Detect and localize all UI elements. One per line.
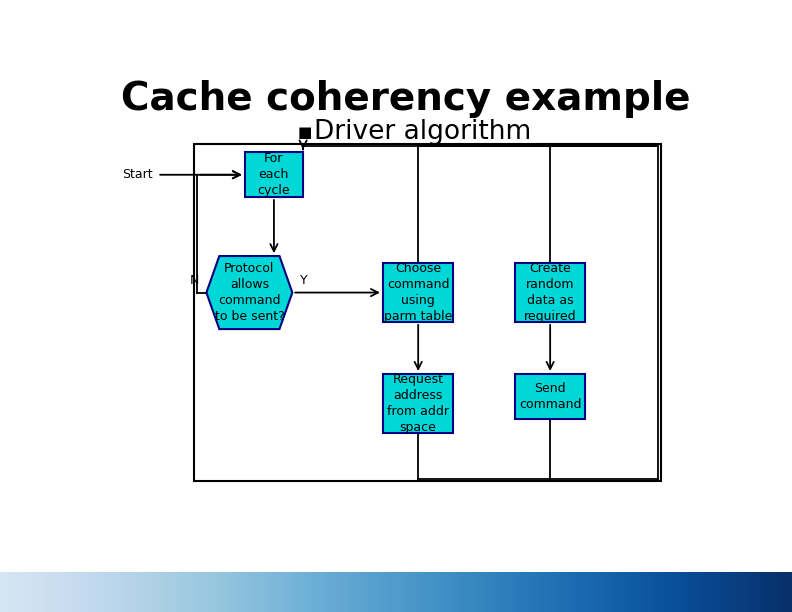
Text: Protocol
allows
command
to be sent?: Protocol allows command to be sent? [215, 262, 284, 323]
FancyBboxPatch shape [383, 374, 454, 433]
Text: Create
random
data as
required: Create random data as required [524, 262, 577, 323]
Text: For
each
cycle: For each cycle [257, 152, 290, 197]
Text: N: N [189, 274, 199, 287]
Text: ■: ■ [298, 125, 312, 140]
Text: Y: Y [299, 274, 307, 287]
Text: Choose
command
using
parm table: Choose command using parm table [384, 262, 452, 323]
Text: Send
command: Send command [519, 382, 581, 411]
FancyBboxPatch shape [194, 144, 661, 481]
Text: Driver algorithm: Driver algorithm [314, 119, 531, 145]
Text: Start: Start [123, 168, 153, 181]
FancyBboxPatch shape [515, 263, 585, 322]
FancyBboxPatch shape [515, 374, 585, 419]
FancyBboxPatch shape [245, 152, 303, 197]
Polygon shape [207, 256, 292, 329]
Text: Request
address
from addr
space: Request address from addr space [387, 373, 449, 434]
FancyBboxPatch shape [383, 263, 454, 322]
Text: Cache coherency example: Cache coherency example [121, 80, 691, 118]
